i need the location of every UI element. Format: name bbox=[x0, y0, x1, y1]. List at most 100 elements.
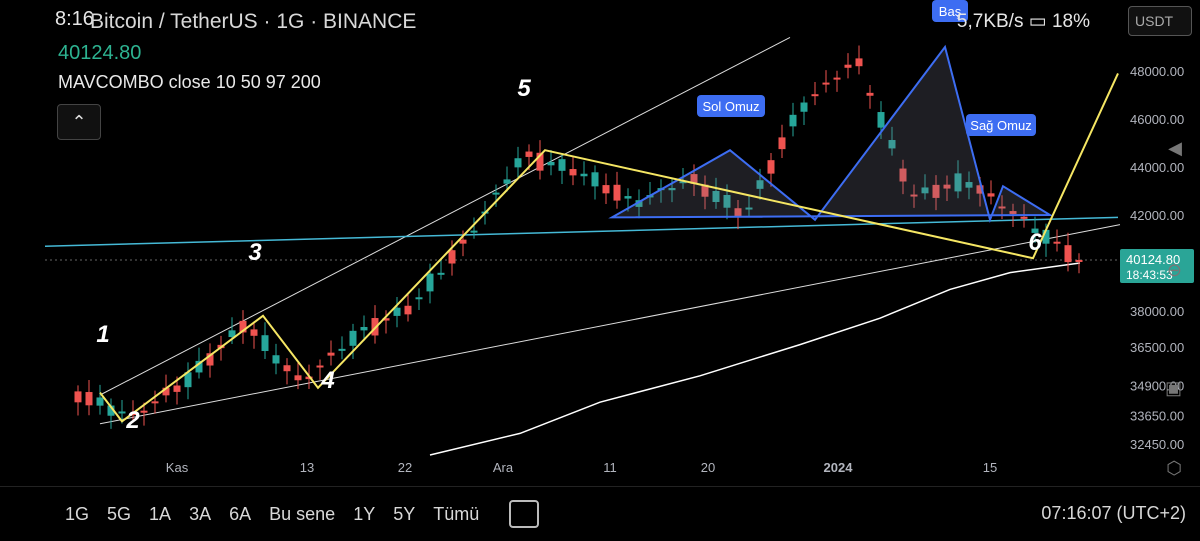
channel-upper-line bbox=[99, 36, 791, 396]
toolbar-toggle-icon[interactable]: ◀ bbox=[1168, 138, 1182, 158]
candle-body bbox=[910, 194, 918, 197]
candle-body bbox=[514, 158, 522, 168]
candle-body bbox=[173, 385, 181, 392]
time-axis-label: 13 bbox=[300, 460, 314, 475]
time-axis-label: 22 bbox=[398, 460, 412, 475]
candle-body bbox=[140, 410, 148, 413]
candle-body bbox=[404, 305, 412, 315]
range-1y[interactable]: 1Y bbox=[353, 503, 376, 524]
magnifier-icon[interactable]: ⊖ bbox=[1166, 260, 1182, 280]
candle-body bbox=[811, 94, 819, 97]
chevron-up-icon: ⌃ bbox=[71, 111, 87, 132]
candle-body bbox=[690, 174, 698, 184]
candle-body bbox=[96, 397, 104, 406]
price-axis-label: 34900.00 bbox=[1130, 378, 1184, 393]
candle-body bbox=[448, 250, 456, 264]
battery-icon: ▭ bbox=[1028, 11, 1047, 32]
range-ytd[interactable]: Bu sene bbox=[269, 503, 336, 524]
candle-body bbox=[558, 159, 566, 171]
candle-body bbox=[877, 112, 885, 128]
candle-body bbox=[393, 307, 401, 316]
candle-body bbox=[294, 375, 302, 381]
wave-label: 5 bbox=[517, 75, 531, 102]
candle-body bbox=[580, 173, 588, 177]
candle-body bbox=[415, 297, 423, 300]
candle-body bbox=[668, 187, 676, 191]
network-status: 5,7KB/s ▭ 18% bbox=[957, 10, 1090, 33]
candle-body bbox=[778, 137, 786, 150]
candle-body bbox=[382, 318, 390, 321]
candle-body bbox=[679, 181, 687, 184]
candle-body bbox=[162, 387, 170, 396]
candle-body bbox=[426, 273, 434, 292]
time-axis-label: 11 bbox=[603, 460, 617, 475]
wave-label: 6 bbox=[1028, 229, 1042, 256]
candle-body bbox=[833, 77, 841, 80]
settings-icon[interactable]: ⬡ bbox=[1166, 458, 1182, 478]
square-icon[interactable]: ▣ bbox=[1164, 378, 1182, 398]
wave-label: 2 bbox=[125, 407, 140, 434]
candle-body bbox=[349, 330, 357, 346]
price-chart[interactable]: 1 2 3 4 5 6 Sol Omuz Baş Sağ Omuz 48000.00 46000.… bbox=[0, 0, 1200, 485]
candle-body bbox=[888, 140, 896, 149]
candle-body bbox=[701, 184, 709, 197]
calendar-icon[interactable] bbox=[509, 500, 540, 528]
last-price: 40124.80 bbox=[58, 42, 142, 64]
price-axis-label: 48000.00 bbox=[1130, 64, 1184, 79]
time-axis-label: Ara bbox=[493, 460, 514, 475]
chart-area[interactable]: 1 2 3 4 5 6 Sol Omuz Baş Sağ Omuz 48000.00 46000.… bbox=[0, 0, 1200, 485]
price-axis-label: 42000.00 bbox=[1130, 208, 1184, 223]
wave-label: 4 bbox=[320, 367, 334, 394]
candle-body bbox=[734, 208, 742, 217]
candle-body bbox=[184, 372, 192, 388]
candle-body bbox=[437, 272, 445, 275]
range-all[interactable]: Tümü bbox=[433, 503, 480, 524]
candle-body bbox=[602, 185, 610, 194]
range-1g[interactable]: 1G bbox=[65, 503, 90, 524]
candle-body bbox=[932, 184, 940, 198]
candle-body bbox=[943, 184, 951, 189]
head-label: Baş bbox=[939, 4, 962, 19]
range-5g[interactable]: 5G bbox=[107, 503, 132, 524]
range-5y[interactable]: 5Y bbox=[393, 503, 416, 524]
range-1a[interactable]: 1A bbox=[149, 503, 172, 524]
candle-body bbox=[316, 365, 324, 368]
candle-body bbox=[360, 326, 368, 331]
collapse-button[interactable]: ⌃ bbox=[57, 104, 101, 140]
candle-body bbox=[723, 194, 731, 208]
candle-body bbox=[85, 392, 93, 406]
wave-label: 3 bbox=[248, 239, 262, 266]
candle-body bbox=[536, 152, 544, 171]
channel-lower-line bbox=[99, 224, 1121, 425]
candle-body bbox=[206, 353, 214, 366]
clock[interactable]: 07:16:07 (UTC+2) bbox=[1041, 503, 1186, 523]
candle-body bbox=[1009, 211, 1017, 214]
range-3a[interactable]: 3A bbox=[189, 503, 212, 524]
candle-body bbox=[866, 92, 874, 96]
symbol-title[interactable]: Bitcoin / TetherUS · 1G · BINANCE bbox=[90, 10, 417, 33]
time-axis-label: 2024 bbox=[824, 460, 854, 475]
candle-body bbox=[338, 348, 346, 351]
candle-body bbox=[822, 82, 830, 85]
right-shoulder-label: Sağ Omuz bbox=[970, 118, 1031, 133]
candle-body bbox=[844, 64, 852, 68]
candle-body bbox=[492, 192, 500, 195]
wave-label: 1 bbox=[96, 321, 109, 348]
left-shoulder-label: Sol Omuz bbox=[702, 99, 759, 114]
candle-body bbox=[250, 329, 258, 336]
indicator-label[interactable]: MAVCOMBO close 10 50 97 200 bbox=[58, 72, 321, 92]
currency-select[interactable]: USDT bbox=[1128, 6, 1192, 36]
right-shoulder-label-tag bbox=[966, 114, 1036, 136]
candle-body bbox=[272, 355, 280, 364]
candle-body bbox=[998, 206, 1006, 209]
candle-body bbox=[1075, 259, 1083, 262]
candle-body bbox=[624, 196, 632, 199]
elliott-wave-line bbox=[99, 72, 1119, 423]
candle-body bbox=[1020, 216, 1028, 219]
left-shoulder-label-tag bbox=[697, 95, 765, 117]
candle-body bbox=[613, 184, 621, 201]
candle-body bbox=[921, 187, 929, 194]
bottom-toolbar: 1G 5G 1A 3A 6A Bu sene 1Y 5Y Tümü 07:16:… bbox=[0, 486, 1200, 541]
candle-body bbox=[327, 352, 335, 356]
range-6a[interactable]: 6A bbox=[229, 503, 252, 524]
